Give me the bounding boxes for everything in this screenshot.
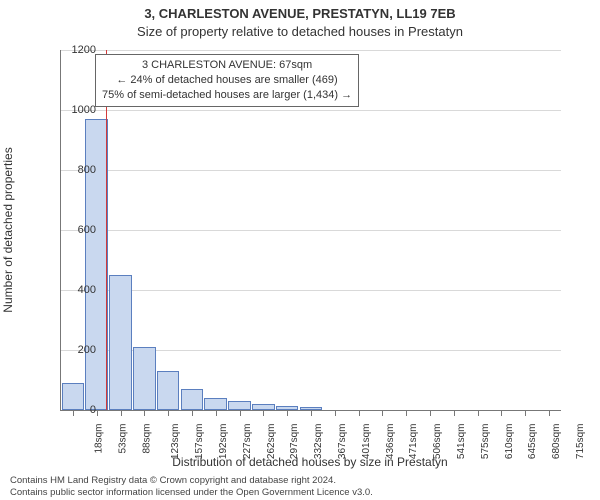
x-tick (525, 410, 526, 416)
x-tick-label: 715sqm (575, 424, 586, 460)
footer-line-2: Contains public sector information licen… (10, 487, 373, 498)
x-tick-label: 123sqm (170, 424, 181, 460)
y-tick-label: 0 (56, 404, 96, 416)
y-axis-label: Number of detached properties (1, 147, 15, 312)
y-tick-label: 400 (56, 284, 96, 296)
x-tick-label: 541sqm (456, 424, 467, 460)
gridline (61, 50, 561, 51)
annotation-line: ← 24% of detached houses are smaller (46… (102, 73, 352, 88)
x-tick (287, 410, 288, 416)
x-tick-label: 610sqm (504, 424, 515, 460)
x-tick-label: 53sqm (117, 424, 128, 454)
x-tick-label: 332sqm (313, 424, 324, 460)
x-tick (406, 410, 407, 416)
y-tick-label: 200 (56, 344, 96, 356)
chart-subtitle: Size of property relative to detached ho… (0, 24, 600, 39)
x-tick-label: 506sqm (432, 424, 443, 460)
x-tick-label: 262sqm (266, 424, 277, 460)
x-tick-label: 645sqm (528, 424, 539, 460)
x-tick (97, 410, 98, 416)
x-tick (216, 410, 217, 416)
x-tick (549, 410, 550, 416)
footer-attribution: Contains HM Land Registry data © Crown c… (10, 475, 373, 498)
x-tick-label: 367sqm (337, 424, 348, 460)
annotation-line: 75% of semi-detached houses are larger (… (102, 88, 352, 103)
x-tick-label: 157sqm (194, 424, 205, 460)
y-tick-label: 600 (56, 224, 96, 236)
y-tick-label: 1000 (56, 104, 96, 116)
x-tick (501, 410, 502, 416)
x-tick (359, 410, 360, 416)
histogram-bar (228, 401, 251, 410)
x-tick-label: 227sqm (242, 424, 253, 460)
x-tick (478, 410, 479, 416)
gridline (61, 290, 561, 291)
chart-title: 3, CHARLESTON AVENUE, PRESTATYN, LL19 7E… (0, 6, 600, 21)
x-tick-label: 471sqm (409, 424, 420, 460)
x-tick-label: 18sqm (93, 424, 104, 454)
histogram-bar (157, 371, 180, 410)
x-tick (382, 410, 383, 416)
x-tick (168, 410, 169, 416)
histogram-bar (204, 398, 227, 410)
x-tick (430, 410, 431, 416)
x-tick-label: 680sqm (551, 424, 562, 460)
x-tick (454, 410, 455, 416)
x-tick (311, 410, 312, 416)
annotation-line: 3 CHARLESTON AVENUE: 67sqm (102, 58, 352, 73)
histogram-bar (133, 347, 156, 410)
gridline (61, 170, 561, 171)
x-tick (144, 410, 145, 416)
histogram-bar (85, 119, 108, 410)
x-tick-label: 88sqm (141, 424, 152, 454)
histogram-bar (109, 275, 132, 410)
x-tick-label: 436sqm (385, 424, 396, 460)
x-tick (121, 410, 122, 416)
gridline (61, 230, 561, 231)
footer-line-1: Contains HM Land Registry data © Crown c… (10, 475, 373, 486)
gridline (61, 110, 561, 111)
chart-container: 3, CHARLESTON AVENUE, PRESTATYN, LL19 7E… (0, 0, 600, 500)
x-tick (263, 410, 264, 416)
histogram-bar (181, 389, 204, 410)
x-tick-label: 575sqm (480, 424, 491, 460)
annotation-box: 3 CHARLESTON AVENUE: 67sqm← 24% of detac… (95, 54, 359, 107)
x-tick (335, 410, 336, 416)
x-tick-label: 192sqm (218, 424, 229, 460)
y-tick-label: 1200 (56, 44, 96, 56)
x-tick (192, 410, 193, 416)
x-tick (240, 410, 241, 416)
y-tick-label: 800 (56, 164, 96, 176)
x-tick-label: 297sqm (289, 424, 300, 460)
x-tick-label: 401sqm (361, 424, 372, 460)
